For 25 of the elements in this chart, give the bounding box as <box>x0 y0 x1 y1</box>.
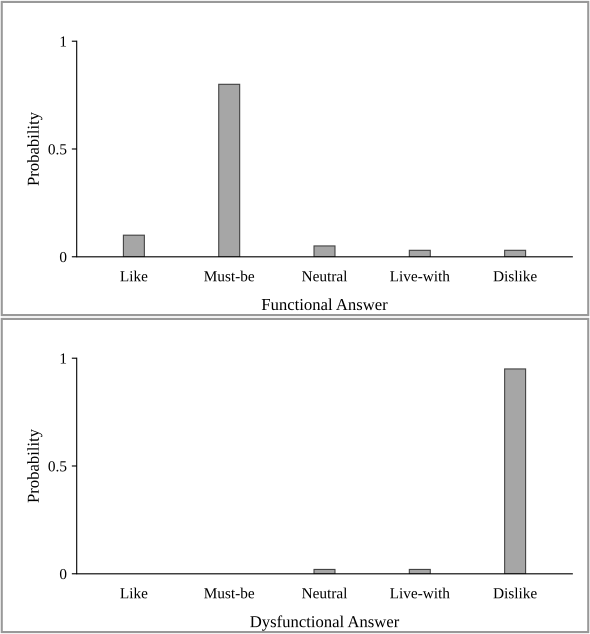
x-tick-label: Must-be <box>204 270 254 282</box>
y-tick-label: 1 <box>60 353 66 364</box>
y-axis-title: Probability <box>27 112 42 186</box>
bar <box>504 250 526 257</box>
x-axis-title: Functional Answer <box>262 298 388 310</box>
x-tick-label: Like <box>120 270 148 282</box>
x-tick-label: Neutral <box>302 270 348 282</box>
x-tick-label: Dislike <box>493 270 537 282</box>
y-tick-label: 0.5 <box>48 461 66 472</box>
bar <box>122 234 145 257</box>
y-tick-label: 0.5 <box>48 144 66 155</box>
x-axis-title: Dysfunctional Answer <box>250 615 400 631</box>
x-tick-label: Must-be <box>204 588 254 598</box>
bar <box>218 84 240 257</box>
x-tick-label: Like <box>120 588 148 598</box>
y-tick-label: 0 <box>60 252 66 262</box>
y-tick-label: 1 <box>60 36 66 47</box>
y-tick-label: 0 <box>60 568 66 580</box>
x-tick-label: Live-with <box>390 588 450 598</box>
bar <box>313 245 336 257</box>
x-tick-label: Neutral <box>302 588 348 598</box>
bar <box>408 250 431 257</box>
x-tick-label: Dislike <box>493 588 537 598</box>
y-axis-title: Probability <box>27 429 42 503</box>
x-tick-label: Live-with <box>390 270 450 282</box>
